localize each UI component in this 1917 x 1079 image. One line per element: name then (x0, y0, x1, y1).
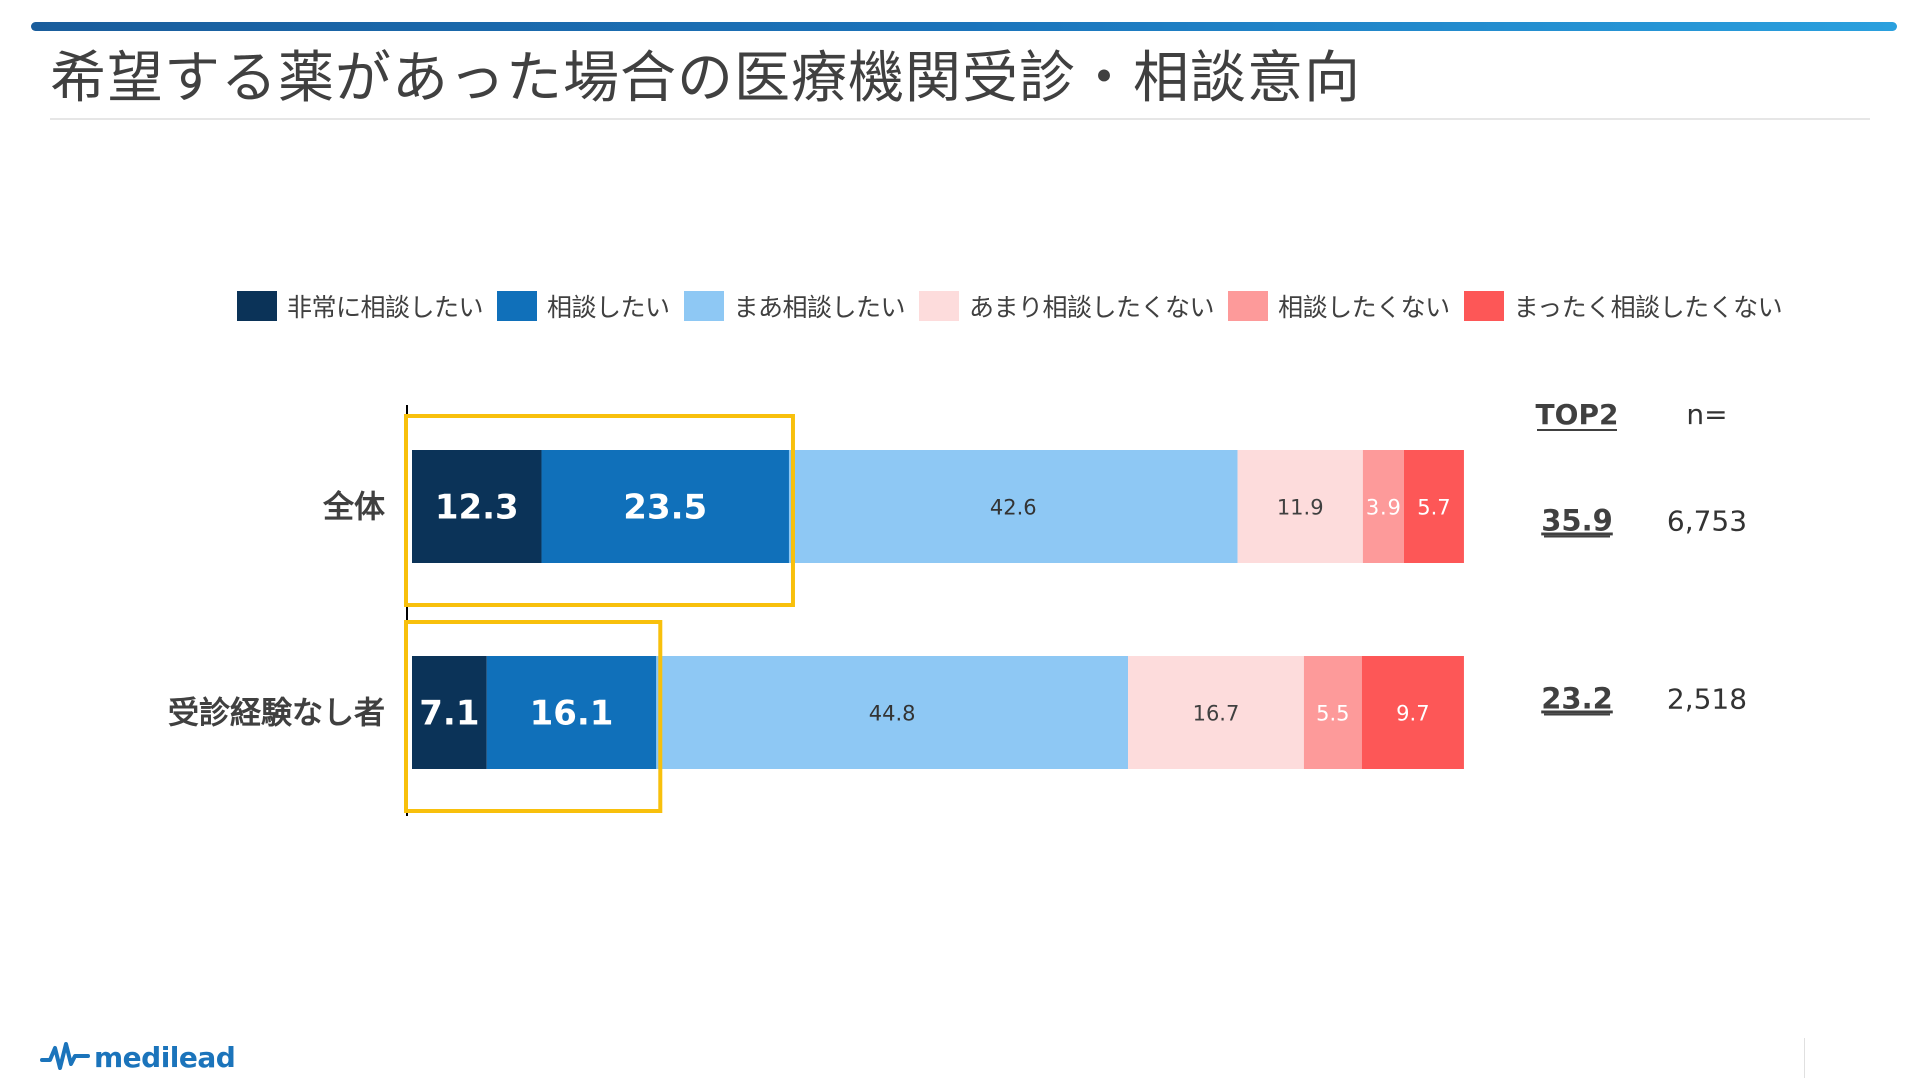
data-label: 16.7 (1193, 702, 1240, 726)
bar-segment (1303, 656, 1362, 769)
logo-text: medilead (94, 1040, 236, 1074)
top2-highlight-box (404, 620, 663, 813)
title-divider (50, 118, 1870, 120)
legend-label: 非常に相談したい (287, 293, 484, 322)
header-accent-bar (31, 22, 1897, 31)
page-title: 希望する薬があった場合の医療機関受診・相談意向 (50, 46, 1361, 111)
bar-segment (656, 656, 1129, 769)
legend-item: 非常に相談したい (237, 288, 484, 324)
top2-highlight-box (404, 414, 795, 607)
legend-item: まあ相談したい (683, 288, 906, 324)
bar-segment (1237, 450, 1363, 563)
chart-legend: 非常に相談したい 相談したい まあ相談したい あまり相談したくない 相談したくない まった… (237, 288, 1796, 324)
data-label: 3.9 (1366, 496, 1401, 520)
legend-label: まったく相談したくない (1513, 293, 1783, 322)
top2-value: 35.9 (1541, 504, 1613, 538)
bar-segment (486, 656, 657, 769)
sample-size-value: 6,753 (1667, 505, 1747, 538)
bar-segment (412, 656, 487, 769)
top2-value: 23.2 (1541, 682, 1613, 716)
legend-item: 相談したくない (1228, 288, 1450, 324)
legend-item: あまり相談したくない (919, 288, 1215, 324)
category-label: 全体 (322, 490, 385, 526)
data-label: 9.7 (1396, 702, 1429, 726)
pulse-wave-icon (40, 1042, 90, 1070)
company-logo: medilead (40, 1040, 236, 1074)
data-label: 16.1 (530, 694, 614, 734)
bar-segment (1403, 450, 1464, 563)
data-label: 12.3 (435, 488, 519, 528)
sample-size-value: 2,518 (1667, 683, 1747, 716)
legend-label: 相談したい (547, 293, 670, 322)
bar-segment (1362, 450, 1404, 563)
legend-label: 相談したくない (1278, 293, 1450, 322)
n-column-header: n= (1686, 398, 1727, 431)
legend-item: 相談したい (497, 288, 670, 324)
stacked-bar-chart: 全体 12.3 23.5 42.6 11.9 3.9 5.7 35.9 6,753 受診経験なし者… (168, 398, 1747, 816)
data-label: 7.1 (419, 694, 479, 734)
data-label: 11.9 (1277, 496, 1324, 520)
legend-label: まあ相談したい (733, 293, 906, 322)
bar-segment (412, 450, 542, 563)
legend-label: あまり相談したくない (969, 293, 1215, 322)
data-label: 44.8 (869, 702, 916, 726)
category-label: 受診経験なし者 (168, 696, 385, 732)
data-label: 5.5 (1316, 702, 1349, 726)
top2-column-header: TOP2 (1536, 398, 1619, 431)
legend-swatch (919, 291, 960, 321)
legend-swatch (237, 291, 277, 321)
legend-swatch (1228, 291, 1269, 321)
legend-swatch (683, 291, 724, 321)
legend-swatch (1463, 291, 1504, 321)
data-label: 42.6 (990, 496, 1037, 520)
data-label: 23.5 (623, 488, 707, 528)
legend-item: まったく相談したくない (1463, 288, 1783, 324)
footer-divider (1804, 1038, 1805, 1078)
bar-segment (1128, 656, 1304, 769)
data-label: 5.7 (1417, 496, 1450, 520)
bar-segment (788, 450, 1238, 563)
bar-segment (1361, 656, 1464, 769)
bar-segment (541, 450, 789, 563)
legend-swatch (497, 291, 538, 321)
